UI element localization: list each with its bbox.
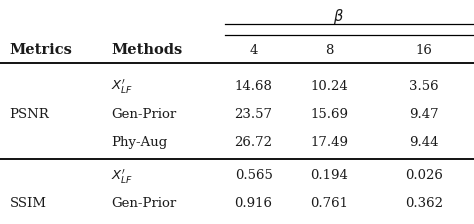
- Text: Methods: Methods: [111, 43, 182, 57]
- Text: 0.916: 0.916: [235, 197, 273, 210]
- Text: 0.761: 0.761: [310, 197, 348, 210]
- Text: 0.362: 0.362: [405, 197, 443, 210]
- Text: Gen-Prior: Gen-Prior: [111, 197, 177, 210]
- Text: 10.24: 10.24: [310, 80, 348, 93]
- Text: 3.56: 3.56: [410, 80, 439, 93]
- Text: 14.68: 14.68: [235, 80, 273, 93]
- Text: Metrics: Metrics: [9, 43, 73, 57]
- Text: 8: 8: [325, 44, 334, 57]
- Text: SSIM: SSIM: [9, 197, 46, 210]
- Text: 9.47: 9.47: [410, 108, 439, 121]
- Text: 0.194: 0.194: [310, 169, 348, 182]
- Text: 23.57: 23.57: [235, 108, 273, 121]
- Text: 0.026: 0.026: [405, 169, 443, 182]
- Text: Gen-Prior: Gen-Prior: [111, 108, 177, 121]
- Text: 9.44: 9.44: [410, 136, 439, 149]
- Text: $X^{\prime}_{LF}$: $X^{\prime}_{LF}$: [111, 77, 134, 95]
- Text: PSNR: PSNR: [9, 108, 49, 121]
- Text: $\beta$: $\beta$: [333, 7, 345, 26]
- Text: 16: 16: [416, 44, 433, 57]
- Text: 4: 4: [249, 44, 258, 57]
- Text: 26.72: 26.72: [235, 136, 273, 149]
- Text: $X^{\prime}_{LF}$: $X^{\prime}_{LF}$: [111, 167, 134, 185]
- Text: 15.69: 15.69: [310, 108, 348, 121]
- Text: Phy-Aug: Phy-Aug: [111, 136, 168, 149]
- Text: 17.49: 17.49: [310, 136, 348, 149]
- Text: 0.565: 0.565: [235, 169, 273, 182]
